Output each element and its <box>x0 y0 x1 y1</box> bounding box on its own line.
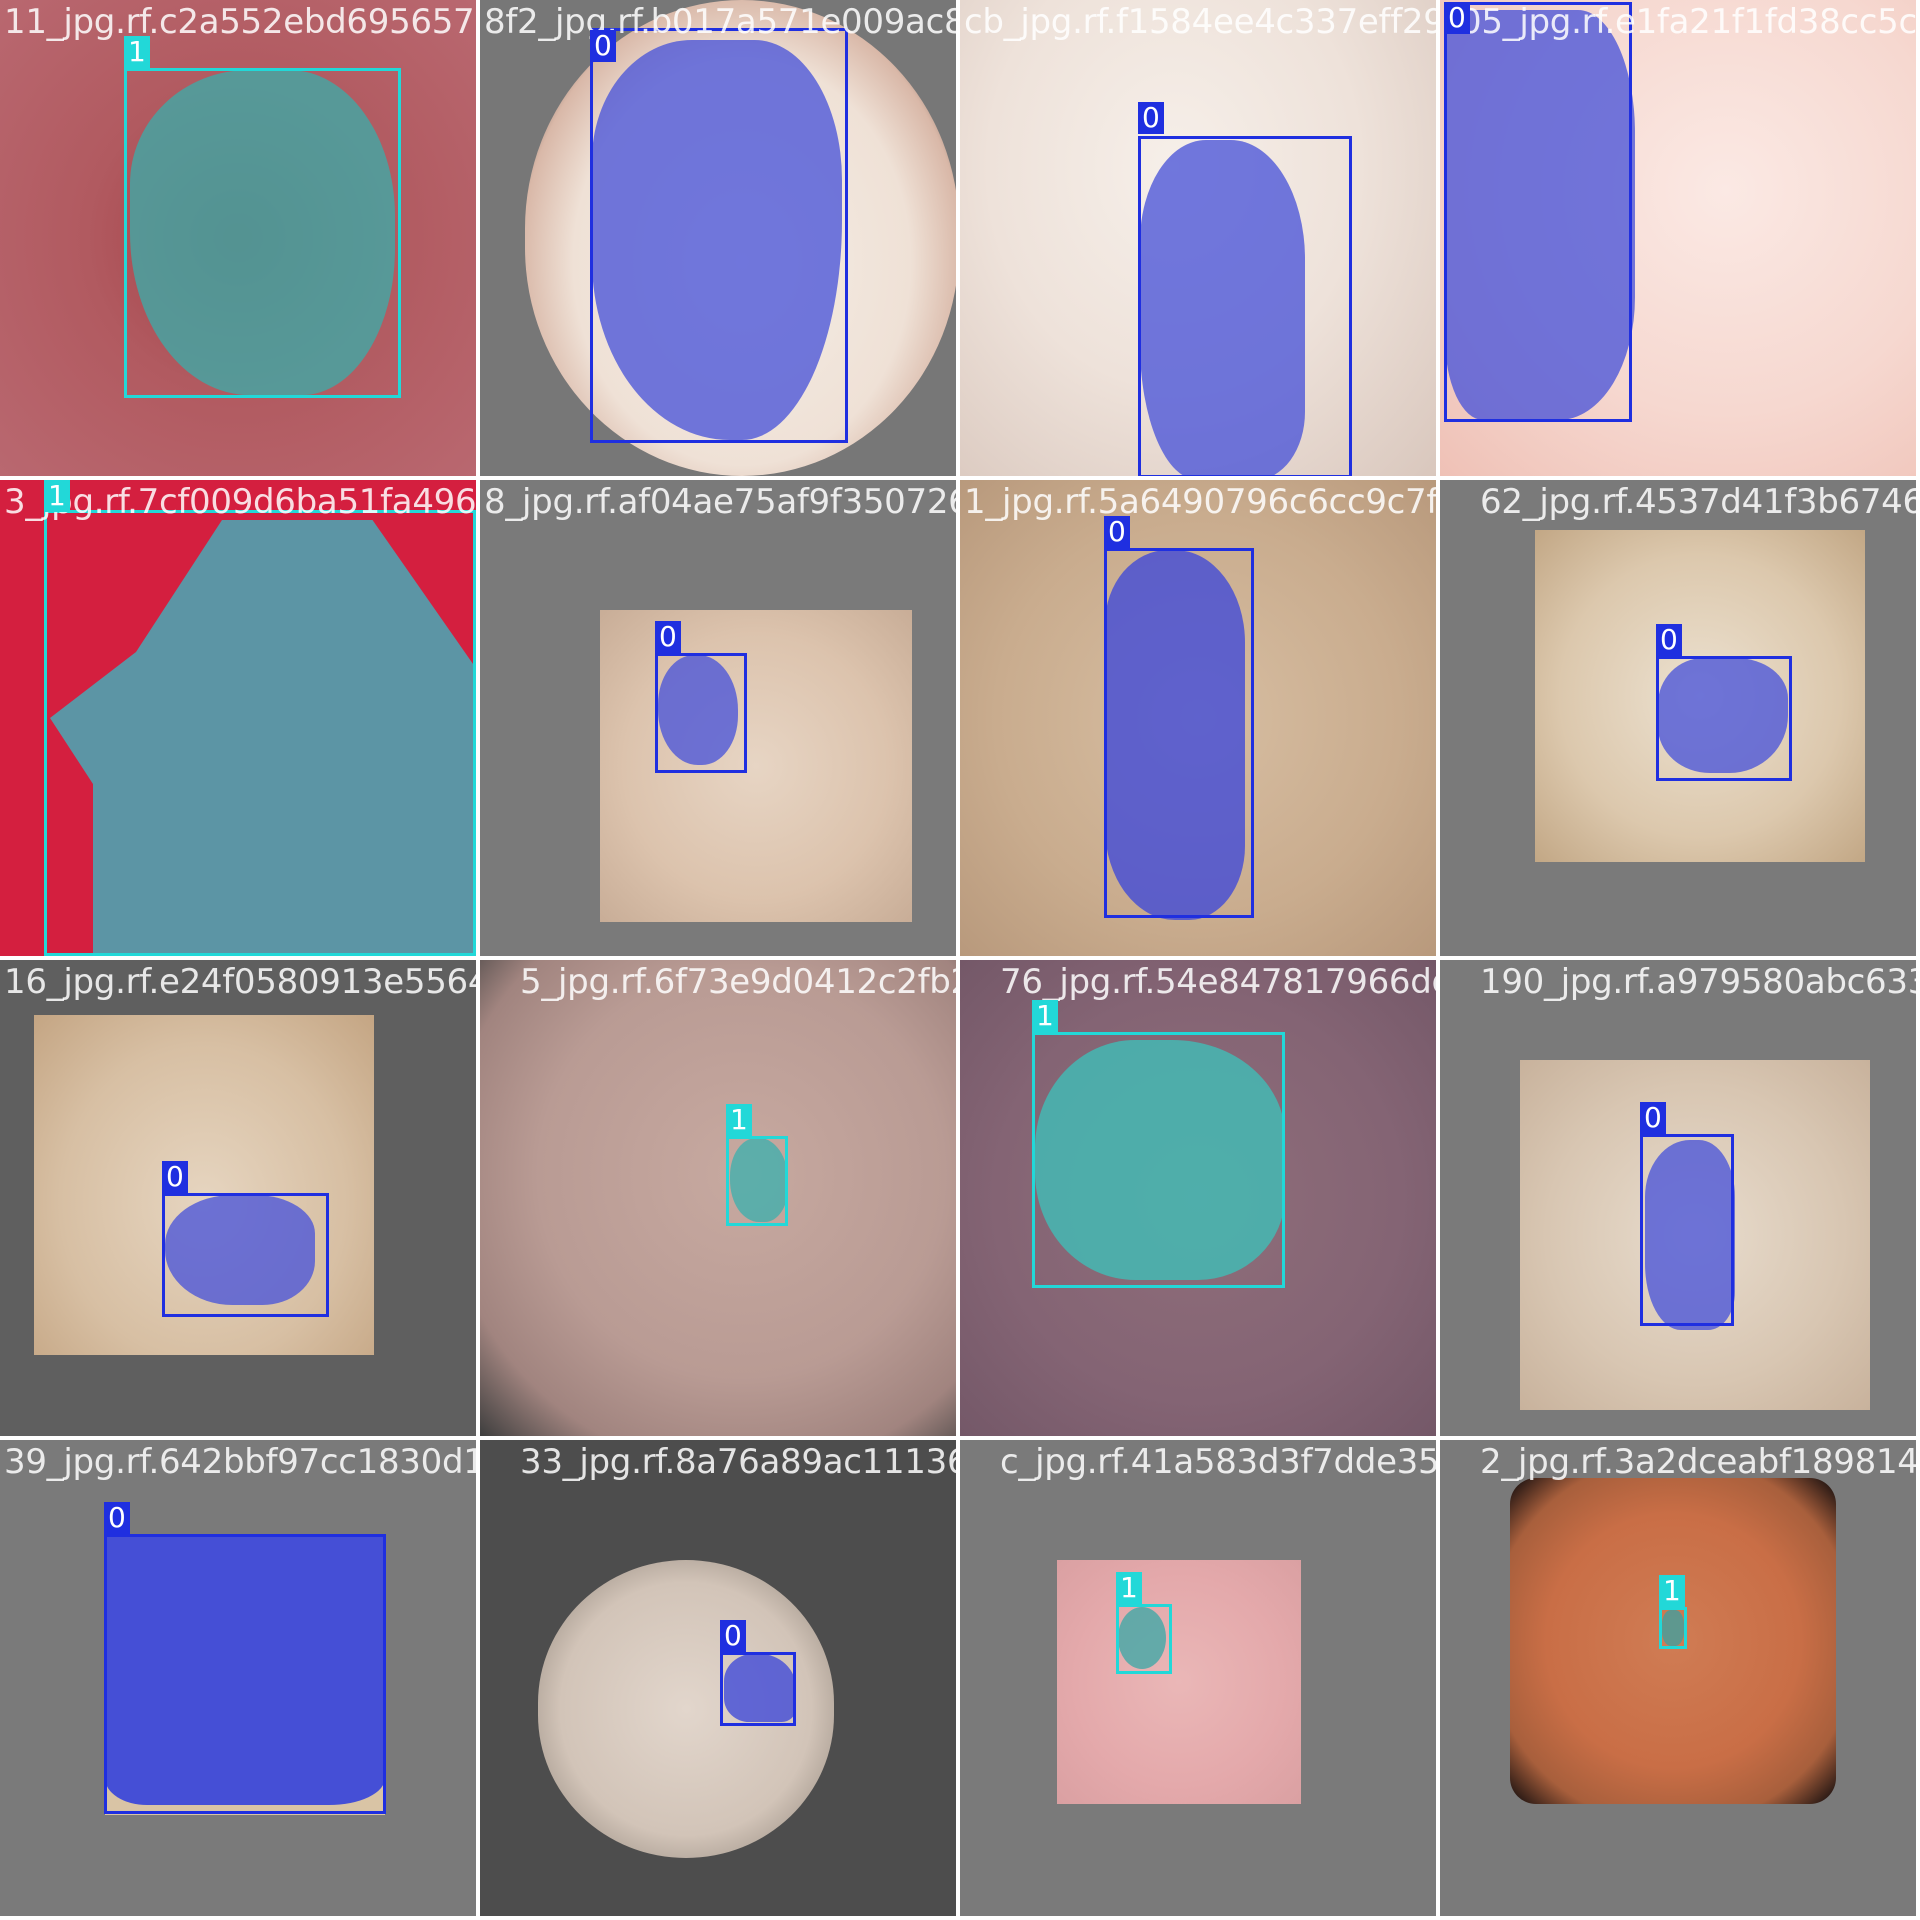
image-caption: 33_jpg.rf.8a76a89ac1113627 <box>520 1442 956 1482</box>
bounding-box <box>655 653 747 773</box>
class-label: 1 <box>1032 1000 1058 1032</box>
image-caption: 1_jpg.rf.5a6490796c6cc9c7f <box>964 482 1436 522</box>
class-label: 0 <box>104 1502 130 1534</box>
image-caption: 3_jpg.rf.7cf009d6ba51fa4968ffa09fa0429 <box>4 482 476 522</box>
dermoscopy-image <box>1057 1560 1301 1804</box>
tile-6: 0 8_jpg.rf.af04ae75af9f35072620 <box>480 480 956 956</box>
tile-3: 0 cb_jpg.rf.f1584ee4c337eff29 <box>960 0 1436 476</box>
class-label: 1 <box>1116 1572 1142 1604</box>
lesion-mask <box>165 1195 315 1305</box>
bounding-box <box>1032 1032 1285 1288</box>
image-caption: 05_jpg.rf.e1fa21f1fd38cc5c <box>1460 2 1916 42</box>
image-caption: 11_jpg.rf.c2a552ebd695657a72196 <box>4 2 476 42</box>
image-caption: 5_jpg.rf.6f73e9d0412c2fb23 <box>520 962 956 1002</box>
bounding-box <box>1444 2 1632 422</box>
lesion-mask <box>1035 1040 1285 1280</box>
image-caption: 62_jpg.rf.4537d41f3b674681 <box>1480 482 1916 522</box>
lesion-mask <box>105 1535 385 1805</box>
class-label: 0 <box>590 30 616 62</box>
tile-10: 1 5_jpg.rf.6f73e9d0412c2fb23 <box>480 960 956 1436</box>
class-label: 1 <box>726 1104 752 1136</box>
lesion-mask <box>592 40 842 440</box>
class-label: 0 <box>1640 1102 1666 1134</box>
tile-12: 0 190_jpg.rf.a979580abc633e <box>1440 960 1916 1436</box>
bounding-box <box>1640 1134 1734 1326</box>
bounding-box <box>590 28 848 443</box>
bounding-box <box>124 68 401 398</box>
lesion-mask <box>1140 140 1305 476</box>
lesion-mask <box>1662 1610 1684 1646</box>
lesion-mask <box>130 70 395 395</box>
tile-9: 0 16_jpg.rf.e24f0580913e5564 <box>0 960 476 1436</box>
class-label: 0 <box>1104 516 1130 548</box>
dermoscopy-image <box>600 610 912 922</box>
dermoscopy-image <box>480 960 956 1436</box>
tile-13: 0 39_jpg.rf.642bbf97cc1830d1 <box>0 1440 476 1916</box>
bounding-box <box>1656 656 1792 781</box>
tile-8: 0 62_jpg.rf.4537d41f3b674681 <box>1440 480 1916 956</box>
image-caption: 76_jpg.rf.54e847817966dda <box>1000 962 1436 1002</box>
bounding-box <box>44 510 476 956</box>
tile-5: 1 3_jpg.rf.7cf009d6ba51fa4968ffa09fa0429 <box>0 480 476 956</box>
tile-14: 0 33_jpg.rf.8a76a89ac1113627 <box>480 1440 956 1916</box>
bounding-box <box>1659 1607 1687 1649</box>
tile-4: 0 05_jpg.rf.e1fa21f1fd38cc5c <box>1440 0 1916 476</box>
bounding-box <box>162 1193 329 1317</box>
class-label: 1 <box>1659 1575 1685 1607</box>
lesion-mask <box>1118 1607 1166 1669</box>
lesion-mask <box>1105 550 1245 920</box>
bounding-box <box>1104 548 1254 918</box>
lesion-mask <box>730 1138 788 1222</box>
bounding-box <box>1116 1604 1172 1674</box>
tile-11: 1 76_jpg.rf.54e847817966dda <box>960 960 1436 1436</box>
bounding-box <box>104 1534 386 1814</box>
tile-15: 1 c_jpg.rf.41a583d3f7dde35c <box>960 1440 1436 1916</box>
class-label: 1 <box>124 36 150 68</box>
class-label: 1 <box>44 480 70 512</box>
image-caption: 16_jpg.rf.e24f0580913e5564 <box>4 962 476 1002</box>
bounding-box <box>726 1136 788 1226</box>
class-label: 0 <box>1656 624 1682 656</box>
class-label: 0 <box>1444 2 1470 34</box>
class-label: 0 <box>720 1620 746 1652</box>
image-caption: 39_jpg.rf.642bbf97cc1830d1 <box>4 1442 476 1482</box>
bounding-box <box>1138 136 1352 476</box>
tile-2: 0 8f2_jpg.rf.b017a571e009ac8b89f <box>480 0 956 476</box>
bounding-box <box>720 1652 796 1726</box>
image-caption: 8f2_jpg.rf.b017a571e009ac8b89f <box>484 2 956 42</box>
class-label: 0 <box>1138 102 1164 134</box>
image-caption: cb_jpg.rf.f1584ee4c337eff29 <box>964 2 1436 42</box>
lesion-mask <box>658 655 738 765</box>
image-caption: 2_jpg.rf.3a2dceabf189814f <box>1480 1442 1916 1482</box>
tile-7: 0 1_jpg.rf.5a6490796c6cc9c7f <box>960 480 1436 956</box>
class-label: 0 <box>162 1161 188 1193</box>
image-caption: c_jpg.rf.41a583d3f7dde35c <box>1000 1442 1436 1482</box>
lesion-mask <box>1645 1140 1735 1330</box>
image-caption: 8_jpg.rf.af04ae75af9f35072620 <box>484 482 956 522</box>
class-label: 0 <box>655 621 681 653</box>
lesion-mask <box>1445 10 1635 420</box>
lesion-mask <box>724 1654 796 1722</box>
image-caption: 190_jpg.rf.a979580abc633e <box>1480 962 1916 1002</box>
tile-16: 1 2_jpg.rf.3a2dceabf189814f <box>1440 1440 1916 1916</box>
tile-1: 1 11_jpg.rf.c2a552ebd695657a72196 <box>0 0 476 476</box>
lesion-mask <box>1658 658 1788 773</box>
